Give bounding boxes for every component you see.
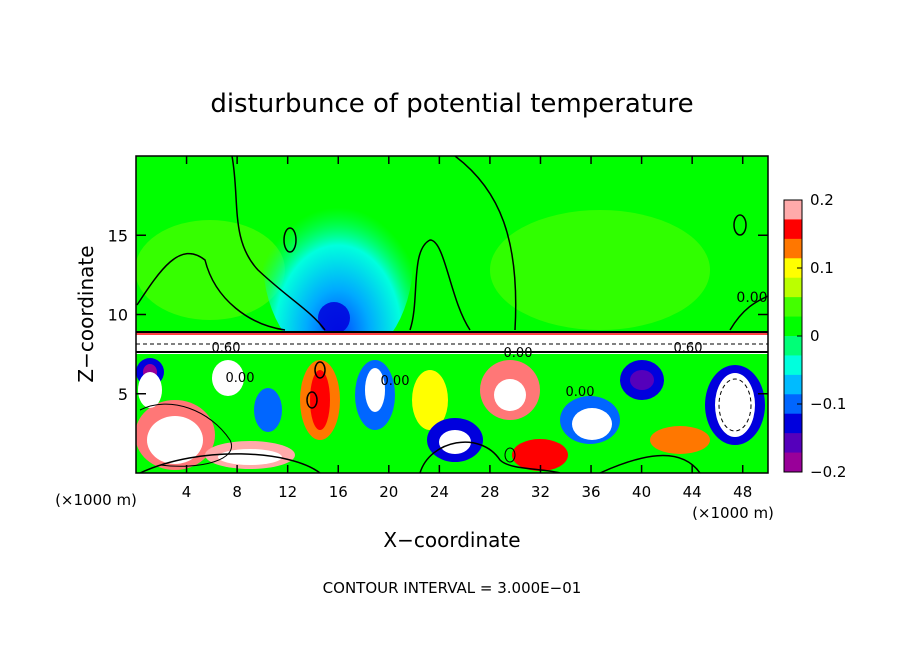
blob xyxy=(218,449,282,465)
x-axis-title: X−coordinate xyxy=(383,528,520,552)
colorbar-swatch xyxy=(784,316,802,337)
contour-loop xyxy=(306,391,318,409)
contour-line xyxy=(136,253,286,331)
colorbar-swatch xyxy=(784,413,802,434)
x-tick-label: 44 xyxy=(683,483,702,501)
x-tick-label: 24 xyxy=(430,483,449,501)
blob xyxy=(254,388,282,432)
contour-label: 0.60 xyxy=(674,341,703,356)
blob xyxy=(715,373,755,437)
blob xyxy=(439,430,471,454)
contour-line xyxy=(409,239,471,331)
x-tick-label: 12 xyxy=(278,483,297,501)
y-tick-label: 15 xyxy=(108,226,128,245)
x-unit-left: (×1000 m) xyxy=(55,491,137,509)
plot-area: 0.00 0.60 0.00 0.60 0.00 0.00 0.00 xyxy=(136,156,768,473)
x-tick-label: 40 xyxy=(632,483,651,501)
contour-loop xyxy=(718,378,752,432)
cold-plume-core xyxy=(318,302,350,334)
blob xyxy=(147,416,203,464)
contour-interval-footer: CONTOUR INTERVAL = 3.000E−01 xyxy=(323,579,582,597)
contour-line xyxy=(729,295,768,331)
colorbar-swatch xyxy=(784,336,802,356)
y-tick-label: 10 xyxy=(108,306,128,325)
greenish-patch-right xyxy=(490,210,710,330)
blob xyxy=(138,372,162,408)
contour-loop xyxy=(314,361,326,379)
greenish-patch-left xyxy=(136,220,285,320)
contour-label: 0.00 xyxy=(566,385,595,400)
contour-line xyxy=(599,454,701,473)
colorbar: 0.2 0.1 0 −0.1 −0.2 xyxy=(783,191,846,481)
colorbar-tick-label: −0.2 xyxy=(810,463,846,481)
inversion-band xyxy=(136,331,768,354)
contour-label: 0.00 xyxy=(504,346,533,361)
colorbar-tick-label: 0.2 xyxy=(810,191,834,209)
colorbar-swatch xyxy=(784,374,802,395)
x-tick-label: 36 xyxy=(581,483,600,501)
contour-line xyxy=(419,441,561,473)
x-tick-label: 4 xyxy=(182,483,192,501)
contour-line xyxy=(231,156,326,331)
cold-plume xyxy=(263,156,413,365)
y-tick-label: 5 xyxy=(118,385,128,404)
x-unit-right: (×1000 m) xyxy=(692,504,774,522)
x-tick-label: 20 xyxy=(379,483,398,501)
colorbar-swatch xyxy=(784,297,802,318)
colorbar-swatch xyxy=(784,433,802,454)
blob xyxy=(650,426,710,454)
contour-line xyxy=(139,453,321,473)
colorbar-swatch xyxy=(784,355,802,376)
blob xyxy=(512,439,568,471)
colorbar-swatch xyxy=(784,219,802,240)
contour-loop xyxy=(283,227,297,253)
colorbar-swatch xyxy=(784,258,802,279)
blob xyxy=(310,370,330,430)
contour-loop xyxy=(504,447,516,463)
blob xyxy=(494,379,526,411)
y-axis: 5 10 15 xyxy=(108,226,768,404)
blob xyxy=(365,368,385,412)
y-axis-title: Z−coordinate xyxy=(74,245,98,382)
colorbar-tick-label: 0.1 xyxy=(810,259,834,277)
colorbar-tick-label: 0 xyxy=(810,327,820,345)
colorbar-tick-label: −0.1 xyxy=(810,395,846,413)
x-axis: 4 8 12 16 20 24 28 32 36 40 44 48 xyxy=(182,156,752,501)
blob xyxy=(572,408,612,440)
colorbar-swatch xyxy=(784,277,802,298)
contour-label: 0.00 xyxy=(226,371,255,386)
blob xyxy=(412,370,448,430)
x-tick-label: 48 xyxy=(733,483,752,501)
colorbar-swatch xyxy=(784,238,802,259)
x-tick-label: 32 xyxy=(531,483,550,501)
colorbar-swatch xyxy=(784,452,802,473)
contour-label: 0.00 xyxy=(381,374,410,389)
x-tick-label: 28 xyxy=(480,483,499,501)
x-tick-label: 8 xyxy=(232,483,242,501)
blob xyxy=(212,360,244,396)
contour-label: 0.60 xyxy=(212,341,241,356)
blob xyxy=(630,370,654,390)
contour-label: 0.00 xyxy=(736,290,767,306)
x-tick-label: 16 xyxy=(329,483,348,501)
contour-line xyxy=(139,403,233,467)
chart-title: disturbunce of potential temperature xyxy=(210,89,693,119)
colorbar-swatch xyxy=(784,394,802,415)
contour-loop xyxy=(733,214,747,236)
contour-line xyxy=(454,156,517,331)
colorbar-swatch xyxy=(784,200,802,220)
